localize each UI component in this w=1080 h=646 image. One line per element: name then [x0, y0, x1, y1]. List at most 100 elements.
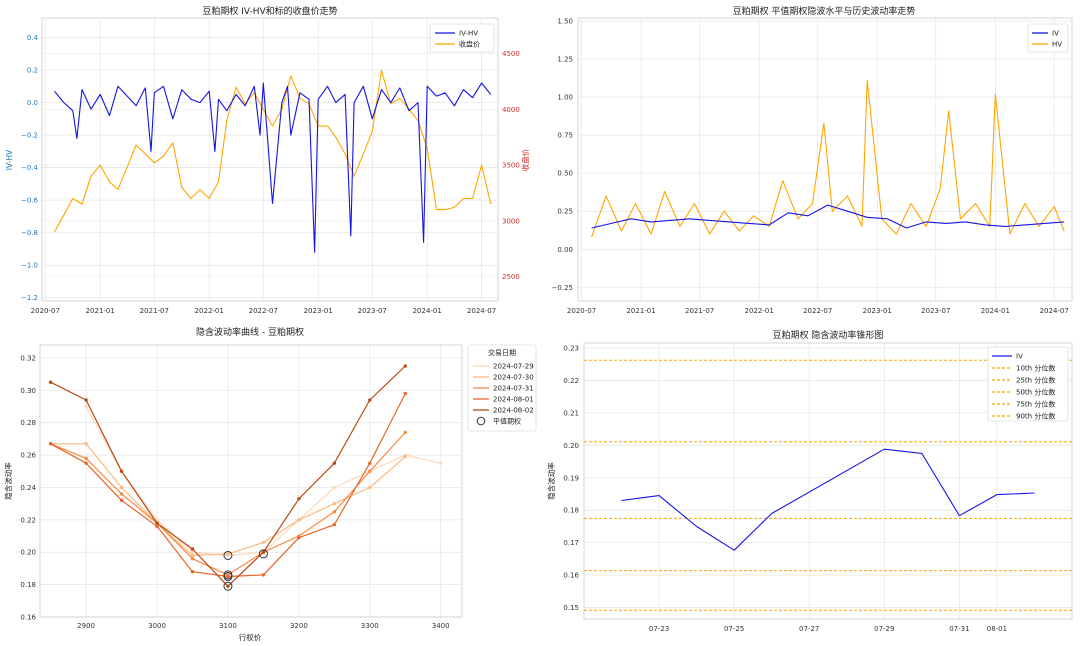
x-tick-label: 3300 [361, 622, 379, 630]
plot-frame [39, 344, 463, 618]
x-tick-label: 07-31 [949, 625, 969, 633]
x-tick-label: 07-29 [874, 625, 894, 633]
y-tick-label: 0.16 [563, 572, 579, 580]
data-point [84, 442, 88, 446]
y-tick-label: −0.2 [21, 132, 38, 140]
x-tick-label: 2023-01 [304, 307, 333, 315]
data-point [332, 501, 337, 506]
data-point [297, 535, 301, 540]
plot-frame [583, 342, 1073, 620]
x-tick-label: 2022-07 [249, 307, 278, 315]
series-line-close-price [54, 69, 492, 233]
legend-label: 10th 分位数 [1016, 364, 1055, 373]
legend-box [429, 23, 495, 53]
x-tick-label: 2020-07 [31, 307, 60, 315]
y-tick-label: 0.00 [557, 246, 573, 254]
y-tick-label: −0.8 [21, 229, 38, 237]
data-point [119, 492, 124, 496]
data-point [261, 550, 266, 554]
x-tick-label: 07-25 [724, 625, 744, 633]
chart-title: 隐含波动率曲线 - 豆粕期权 [196, 326, 304, 338]
y-tick-label: 1.00 [557, 94, 573, 102]
y-tick-label: 0.15 [563, 604, 579, 612]
iv-hv-close-price-chart: 0.4 0.2 0.0 −0.2 −0.4 −0.6 −0.8 −1.0 −1.2 4500 400… [5, 5, 530, 315]
data-point [368, 398, 372, 402]
y-tick-label: 0.28 [20, 419, 36, 427]
legend-label: 2024-07-30 [493, 374, 534, 382]
data-point [190, 550, 195, 554]
data-point [84, 404, 88, 409]
y2-axis-label: 收盘价 [520, 148, 530, 171]
data-point [190, 569, 195, 574]
legend-label: 2024-07-31 [493, 385, 534, 393]
y2-tick-label: 2500 [502, 273, 520, 281]
data-point [403, 391, 407, 396]
data-point [368, 461, 372, 465]
legend-label: 2024-08-01 [493, 396, 534, 404]
legend-label: HV [1052, 41, 1062, 49]
series-line-hv [591, 79, 1065, 238]
data-point [119, 498, 124, 503]
y-tick-label: 0.16 [20, 614, 36, 622]
y-tick-label: −1.2 [21, 294, 38, 302]
x-tick-label: 2022-01 [745, 307, 774, 315]
data-point [332, 461, 337, 465]
x-tick-label: 2021-01 [86, 307, 115, 315]
x-tick-label: 07-27 [799, 625, 819, 633]
data-point [368, 485, 372, 490]
legend-title: 交易日期 [488, 348, 516, 357]
y-axis-label: IV-HV [5, 149, 14, 170]
x-tick-label: 2024-01 [413, 307, 442, 315]
y-tick-label: 0.18 [563, 507, 579, 515]
y-tick-label: 0.20 [20, 549, 36, 557]
x-tick-label: 08-01 [987, 625, 1007, 633]
y-tick-label: 0.22 [20, 516, 36, 524]
atm-iv-hv-chart: 1.50 1.25 1.00 0.75 0.50 0.25 0.00 −0.25 2020-07… [552, 5, 1073, 315]
data-point [84, 456, 88, 461]
x-tick-label: 2021-07 [685, 307, 714, 315]
data-point [226, 584, 230, 588]
y-tick-label: 0.4 [27, 34, 39, 42]
legend-label: IV-HV [459, 30, 478, 38]
x-tick-label: 07-23 [649, 625, 669, 633]
y-tick-label: 0.22 [563, 377, 579, 385]
data-point [332, 523, 337, 527]
plot-frame [41, 17, 499, 302]
x-tick-label: 2024-01 [981, 307, 1010, 315]
data-point [403, 455, 407, 459]
y-tick-label: 0.2 [27, 67, 38, 75]
data-point [190, 547, 195, 551]
data-point [368, 469, 372, 473]
chart-title: 豆粕期权 隐含波动率锥形图 [773, 329, 884, 341]
x-axis-label: 行权价 [239, 632, 262, 642]
data-point [332, 485, 337, 490]
data-point [226, 552, 230, 556]
data-point [84, 461, 88, 465]
legend-label: IV [1052, 30, 1059, 38]
legend-label: 2024-07-29 [493, 363, 534, 371]
y-tick-label: 0.50 [557, 170, 573, 178]
data-point [190, 553, 195, 558]
legend-label: 50th 分位数 [1016, 388, 1055, 397]
series-line-iv-hv [54, 82, 492, 253]
data-point [119, 469, 124, 473]
data-point [439, 461, 443, 465]
data-point [403, 364, 407, 368]
x-tick-label: 2022-07 [803, 307, 832, 315]
y2-tick-label: 3000 [502, 217, 520, 225]
data-point [155, 521, 159, 525]
legend-label: 25th 分位数 [1016, 376, 1055, 385]
data-point [226, 574, 230, 579]
x-tick-label: 3000 [148, 622, 166, 630]
x-tick-label: 2023-01 [863, 307, 892, 315]
chart-title: 豆粕期权 IV-HV和标的收盘价走势 [202, 5, 337, 17]
legend-label: 90th 分位数 [1016, 412, 1055, 421]
y-axis-label: 隐含波动率 [546, 462, 556, 500]
y-tick-label: 0.75 [557, 132, 573, 140]
x-tick-label: 2023-07 [358, 307, 387, 315]
y-tick-label: 0.18 [20, 581, 36, 589]
data-point [155, 524, 159, 529]
y-tick-label: 0.23 [563, 344, 579, 352]
x-tick-label: 2900 [77, 622, 95, 630]
data-point [261, 540, 266, 545]
